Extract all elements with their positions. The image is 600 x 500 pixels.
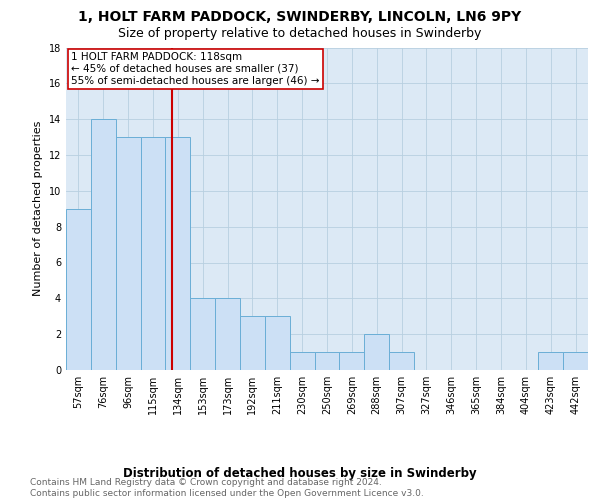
Text: Contains HM Land Registry data © Crown copyright and database right 2024.
Contai: Contains HM Land Registry data © Crown c… — [30, 478, 424, 498]
Bar — [166, 137, 190, 370]
Bar — [91, 119, 116, 370]
Bar — [290, 352, 314, 370]
Bar — [240, 316, 265, 370]
Bar — [563, 352, 588, 370]
Text: Size of property relative to detached houses in Swinderby: Size of property relative to detached ho… — [118, 28, 482, 40]
Y-axis label: Number of detached properties: Number of detached properties — [33, 121, 43, 296]
Bar — [389, 352, 414, 370]
Text: Distribution of detached houses by size in Swinderby: Distribution of detached houses by size … — [123, 468, 477, 480]
Bar — [140, 137, 166, 370]
Bar — [215, 298, 240, 370]
Bar — [265, 316, 290, 370]
Bar — [364, 334, 389, 370]
Bar — [66, 209, 91, 370]
Text: 1 HOLT FARM PADDOCK: 118sqm
← 45% of detached houses are smaller (37)
55% of sem: 1 HOLT FARM PADDOCK: 118sqm ← 45% of det… — [71, 52, 320, 86]
Bar — [190, 298, 215, 370]
Text: 1, HOLT FARM PADDOCK, SWINDERBY, LINCOLN, LN6 9PY: 1, HOLT FARM PADDOCK, SWINDERBY, LINCOLN… — [79, 10, 521, 24]
Bar — [340, 352, 364, 370]
Bar — [538, 352, 563, 370]
Bar — [314, 352, 340, 370]
Bar — [116, 137, 140, 370]
